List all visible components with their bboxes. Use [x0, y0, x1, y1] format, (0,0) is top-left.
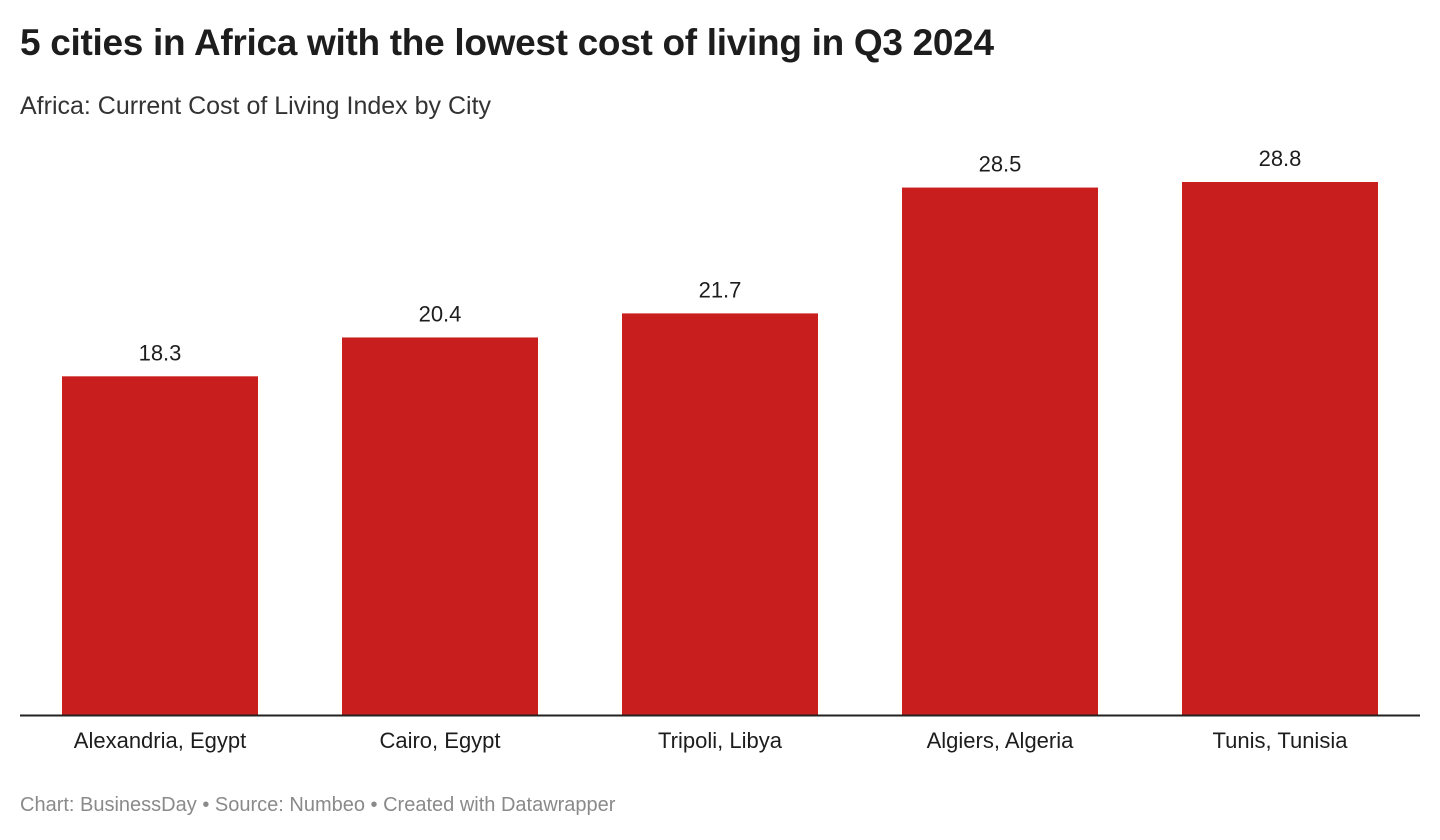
bar-chart: 18.3 Alexandria, Egypt 20.4 Cairo, Egypt 21.…	[20, 146, 1420, 753]
x-tick-label: Cairo, Egypt	[379, 728, 500, 753]
separator: •	[370, 794, 378, 816]
chart-title: 5 cities in Africa with the lowest cost …	[20, 22, 994, 63]
bar	[622, 313, 818, 715]
data-label: 21.7	[699, 277, 742, 302]
created-with: Created with Datawrapper	[383, 794, 616, 816]
data-label: 20.4	[419, 301, 462, 326]
chart-footer: Chart: BusinessDay • Source: Numbeo • Cr…	[20, 794, 615, 817]
chart-subtitle: Africa: Current Cost of Living Index by …	[20, 92, 492, 120]
bar	[62, 376, 258, 715]
data-label: 28.8	[1259, 146, 1302, 171]
chart-credit: Chart: BusinessDay	[20, 794, 197, 816]
x-tick-label: Tripoli, Libya	[658, 728, 783, 753]
x-tick-label: Algiers, Algeria	[927, 728, 1075, 753]
bar	[1182, 182, 1378, 715]
data-label: 28.5	[979, 152, 1022, 177]
x-tick-label: Tunis, Tunisia	[1213, 728, 1349, 753]
source-credit: Source: Numbeo	[214, 794, 365, 816]
bar	[342, 337, 538, 715]
data-label: 18.3	[139, 340, 182, 365]
separator: •	[202, 794, 210, 816]
bar	[902, 187, 1098, 716]
x-tick-label: Alexandria, Egypt	[74, 728, 246, 753]
